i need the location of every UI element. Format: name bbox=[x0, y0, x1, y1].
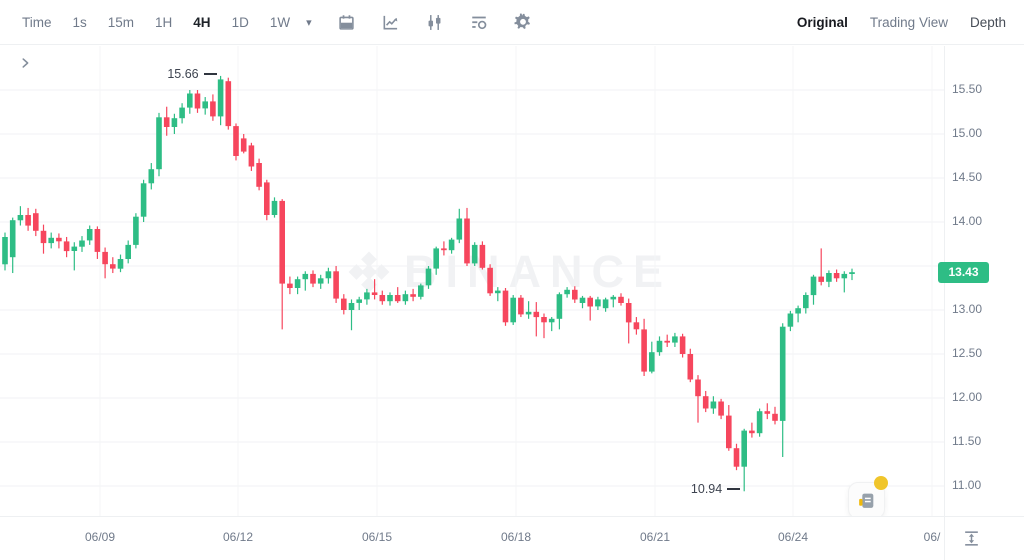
price-axis-label: 12.50 bbox=[952, 346, 983, 360]
price-axis-label: 12.00 bbox=[952, 390, 983, 404]
low-price-label: 10.94 bbox=[690, 482, 723, 497]
price-axis-label: 14.50 bbox=[952, 170, 983, 184]
interval-1s[interactable]: 1s bbox=[72, 14, 87, 30]
low-price-annotation: 10.94 bbox=[690, 482, 741, 497]
interval-1d[interactable]: 1D bbox=[231, 14, 249, 30]
time-axis-label: 06/ bbox=[923, 530, 941, 544]
interval-time[interactable]: Time bbox=[22, 14, 52, 30]
price-axis-label: 11.50 bbox=[952, 434, 982, 448]
expand-panel-arrow[interactable] bbox=[18, 56, 32, 75]
price-scale-icon[interactable] bbox=[962, 529, 981, 548]
notification-dot bbox=[874, 476, 888, 490]
caret-down-icon[interactable]: ▾ bbox=[306, 16, 312, 29]
price-axis-label: 11.00 bbox=[952, 478, 982, 492]
price-axis-label: 15.00 bbox=[952, 126, 983, 140]
high-price-annotation: 15.66 bbox=[167, 66, 217, 81]
view-mode-trading-view[interactable]: Trading View bbox=[869, 14, 948, 30]
last-price-badge: 13.43 bbox=[938, 261, 989, 283]
time-axis-label: 06/21 bbox=[639, 530, 671, 544]
candlestick-chart[interactable] bbox=[0, 46, 944, 516]
gear-icon[interactable] bbox=[513, 13, 532, 31]
time-axis-label: 06/18 bbox=[500, 530, 532, 544]
calendar-icon[interactable] bbox=[338, 13, 356, 31]
time-axis-label: 06/12 bbox=[222, 530, 254, 544]
line-chart-icon[interactable] bbox=[382, 13, 400, 31]
interval-4h[interactable]: 4H bbox=[193, 14, 211, 30]
view-mode-group: Original Trading View Depth bbox=[797, 15, 1006, 30]
interval-1h[interactable]: 1H bbox=[155, 14, 173, 30]
axis-corner bbox=[944, 516, 1024, 560]
time-axis-label: 06/24 bbox=[777, 530, 809, 544]
chart-region[interactable]: BINANCE 15.66 10.94 bbox=[0, 46, 944, 516]
interval-group: Time 1s 15m 1H 4H 1D 1W bbox=[22, 15, 290, 30]
indicator-icon[interactable] bbox=[470, 13, 488, 31]
price-axis-label: 14.00 bbox=[952, 214, 983, 228]
news-icon bbox=[859, 493, 874, 508]
candlestick-icon[interactable] bbox=[426, 13, 444, 31]
annotation-dash bbox=[203, 72, 217, 75]
view-mode-depth[interactable]: Depth bbox=[969, 14, 1006, 30]
chart-toolbar: Time 1s 15m 1H 4H 1D 1W ▾ Original Trading View… bbox=[0, 0, 1024, 45]
interval-15m[interactable]: 15m bbox=[107, 14, 135, 30]
time-axis-label: 06/15 bbox=[361, 530, 393, 544]
high-price-label: 15.66 bbox=[167, 66, 199, 81]
price-axis-label: 13.00 bbox=[952, 302, 983, 316]
time-axis-label: 06/09 bbox=[84, 530, 116, 544]
view-mode-original[interactable]: Original bbox=[796, 14, 848, 30]
annotation-dash bbox=[727, 488, 741, 491]
price-axis[interactable]: 13.43 15.50 15.00 14.50 14.00 13.00 12.50 12.0… bbox=[938, 46, 1024, 516]
tool-icon-group bbox=[338, 13, 532, 31]
time-axis[interactable]: 06/09 06/12 06/15 06/18 06/21 06/24 06/ bbox=[0, 516, 944, 560]
interval-1w[interactable]: 1W bbox=[269, 14, 291, 30]
news-button[interactable] bbox=[848, 476, 888, 516]
price-axis-label: 15.50 bbox=[952, 82, 983, 96]
